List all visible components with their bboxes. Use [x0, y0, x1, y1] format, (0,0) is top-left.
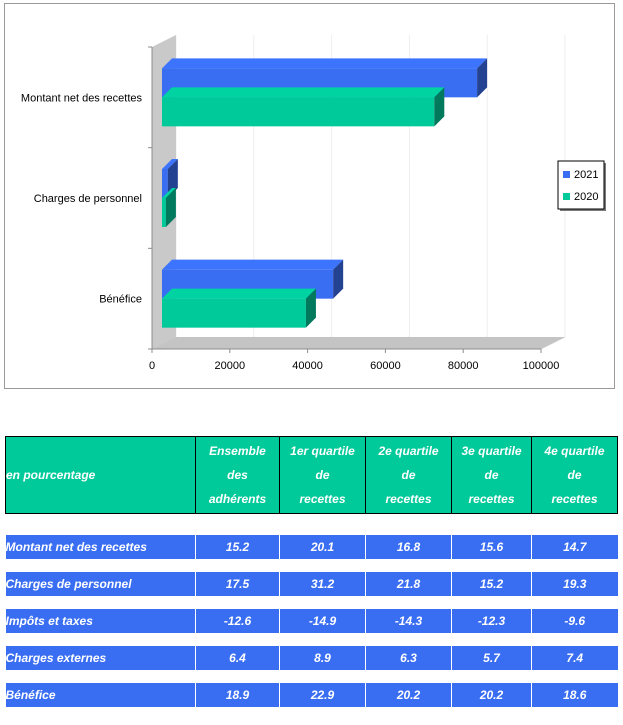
bar-side-2020 — [305, 288, 316, 328]
table-cell: 20.2 — [451, 683, 532, 707]
table-row: Charges de personnel 17.5 31.2 21.8 15.2 19.3 — [5, 572, 618, 596]
header-cell: 1er quartile de recettes — [279, 436, 366, 514]
floor — [152, 337, 565, 349]
row-label: Impôts et taxes — [5, 609, 196, 633]
x-tick-label: 100000 — [523, 360, 560, 372]
table-row: Impôts et taxes -12.6 -14.9 -14.3 -12.3 -9.6 — [5, 609, 618, 633]
bar-top-2021 — [162, 259, 344, 270]
bar-chart: 0 20000 40000 60000 80000 100000 Montant net d… — [21, 35, 606, 372]
bar-2020 — [162, 298, 306, 328]
table-cell: 17.5 — [195, 572, 280, 596]
table-row: Montant net des recettes 15.2 20.1 16.8 15.6… — [5, 535, 618, 559]
x-tick-label: 0 — [149, 360, 155, 372]
x-tick-label: 20000 — [215, 360, 246, 372]
header-cell: 4e quartile de recettes — [531, 436, 618, 514]
row-label: Montant net des recettes — [5, 535, 196, 559]
table-cell: 21.8 — [365, 572, 452, 596]
legend-label-2020: 2020 — [574, 191, 598, 203]
table-cell: -12.3 — [451, 609, 532, 633]
bar-2020 — [162, 97, 435, 127]
table-cell: 16.8 — [365, 535, 452, 559]
bar-top-2020 — [162, 87, 445, 98]
table-cell: 22.9 — [279, 683, 366, 707]
table-spacer — [5, 596, 618, 609]
bar-2021 — [162, 169, 168, 198]
table-cell: 8.9 — [279, 646, 366, 670]
header-cell: en pourcentage — [5, 436, 196, 514]
table-spacer — [5, 670, 618, 683]
header-cell: Ensemble des adhérents — [195, 436, 280, 514]
row-label: Charges de personnel — [5, 572, 196, 596]
legend-swatch-2020 — [563, 193, 570, 200]
category-label: Charges de personnel — [34, 193, 142, 205]
bar-top-2021 — [162, 58, 488, 69]
table-cell: 6.3 — [365, 646, 452, 670]
bar-side-2020 — [165, 188, 176, 227]
table-spacer — [5, 559, 618, 572]
legend-box — [557, 160, 605, 210]
x-tick-label: 40000 — [292, 360, 323, 372]
table-cell: 18.9 — [195, 683, 280, 707]
row-label: Charges externes — [5, 646, 196, 670]
table-cell: 31.2 — [279, 572, 366, 596]
table-cell: 15.2 — [451, 572, 532, 596]
bar-side-2020 — [434, 87, 445, 127]
table-spacer — [5, 513, 618, 535]
table-cell: 18.6 — [531, 683, 618, 707]
legend-swatch-2021 — [563, 171, 570, 178]
bar-side-2021 — [477, 58, 488, 98]
x-tick-label: 80000 — [448, 360, 479, 372]
table-cell: 14.7 — [531, 535, 618, 559]
table-cell: 7.4 — [531, 646, 618, 670]
table-cell: 5.7 — [451, 646, 532, 670]
table-cell: -9.6 — [531, 609, 618, 633]
table-cell: 15.2 — [195, 535, 280, 559]
bar-side-2021 — [333, 259, 344, 299]
category-label: Bénéfice — [99, 294, 142, 306]
table-header-row: en pourcentage Ensemble des adhérents 1er qu… — [5, 436, 618, 514]
table-cell: 19.3 — [531, 572, 618, 596]
chart-frame: 0 20000 40000 60000 80000 100000 Montant net d… — [4, 3, 615, 389]
table-cell: -14.9 — [279, 609, 366, 633]
table-spacer — [5, 633, 618, 646]
table-cell: 20.2 — [365, 683, 452, 707]
table-row: Charges externes 6.4 8.9 6.3 5.7 7.4 — [5, 646, 618, 670]
legend-label-2021: 2021 — [574, 169, 598, 181]
bar-top-2021 — [162, 159, 178, 169]
bar-top-2020 — [162, 288, 316, 299]
table-row: Bénéfice 18.9 22.9 20.2 20.2 18.6 — [5, 683, 618, 707]
header-cell: 3e quartile de recettes — [451, 436, 532, 514]
table-cell: 6.4 — [195, 646, 280, 670]
table-cell: -12.6 — [195, 609, 280, 633]
row-label: Bénéfice — [5, 683, 196, 707]
bar-top-2020 — [162, 188, 176, 198]
data-table: en pourcentage Ensemble des adhérents 1er qu… — [5, 436, 618, 707]
table-cell: -14.3 — [365, 609, 452, 633]
table-cell: 15.6 — [451, 535, 532, 559]
table-cell: 20.1 — [279, 535, 366, 559]
header-cell: 2e quartile de recettes — [365, 436, 452, 514]
bar-2020 — [162, 198, 166, 227]
x-tick-label: 60000 — [370, 360, 401, 372]
category-label: Montant net des recettes — [21, 92, 143, 104]
